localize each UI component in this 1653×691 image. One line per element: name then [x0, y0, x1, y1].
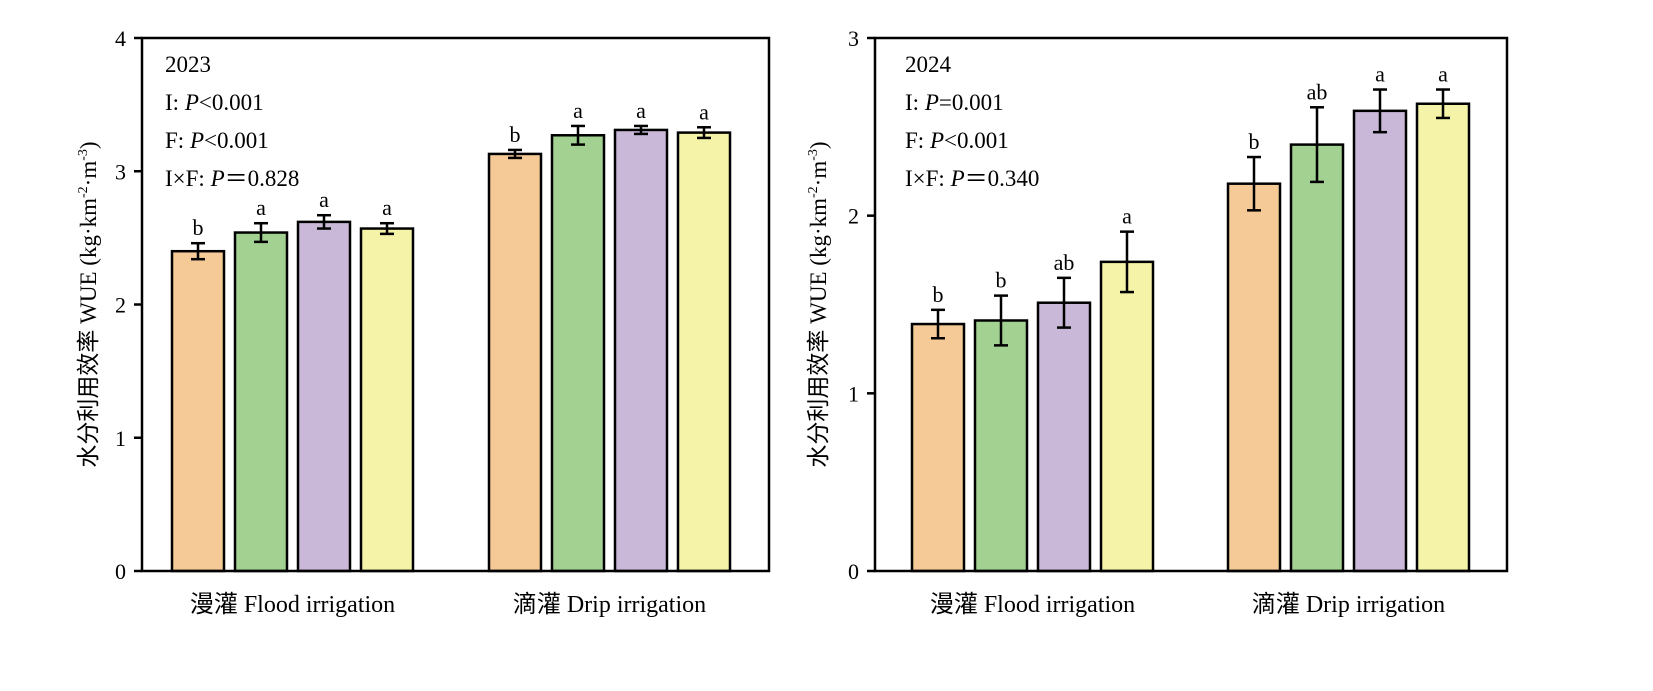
bar-2024-treatment-1-cat0	[910, 322, 966, 573]
x-category-label: 漫灌 Flood irrigation	[930, 591, 1135, 618]
bar-2024-treatment-2-cat1	[1289, 143, 1345, 573]
bar-2024-treatment-4-cat1	[1415, 102, 1471, 573]
y-tick-label: 2	[115, 293, 126, 318]
bar-2023-treatment-2-cat0	[233, 231, 289, 573]
sig-letter-2024-treatment-4-cat1: a	[1438, 62, 1448, 87]
sig-letter-2023-treatment-4-cat0: a	[382, 195, 392, 220]
sig-letter-2023-treatment-1-cat0: b	[193, 215, 204, 240]
bar-2024-treatment-3-cat1	[1352, 109, 1408, 573]
bar-2023-treatment-3-cat0	[296, 220, 352, 573]
sig-letter-2024-treatment-1-cat1: b	[1249, 129, 1260, 154]
bar-2024-treatment-3-cat0	[1036, 301, 1092, 573]
y-tick-label: 4	[115, 26, 126, 51]
y-tick-label: 2	[848, 204, 859, 229]
error-bar-2023-treatment-2-cat0	[254, 221, 268, 244]
error-bar-2024-treatment-4-cat0	[1120, 230, 1134, 294]
stat-annotation: I×F: P＝0.828	[165, 166, 299, 191]
stat-annotation: I: P=0.001	[905, 90, 1004, 115]
stat-annotation: F: P<0.001	[165, 128, 269, 153]
error-bar-2024-treatment-1-cat0	[931, 308, 945, 340]
sig-letter-2024-treatment-1-cat0: b	[933, 282, 944, 307]
error-bar-2024-treatment-2-cat1	[1310, 106, 1324, 184]
error-bar-2024-treatment-4-cat1	[1436, 88, 1450, 120]
x-category-label: 漫灌 Flood irrigation	[190, 591, 395, 618]
error-bar-2023-treatment-2-cat1	[571, 124, 585, 146]
error-bar-2023-treatment-3-cat1	[634, 124, 648, 136]
chart-panel-2024: b b b ab ab a a a 0 1 2 3 漫灌 Flood irrigation 滴灌 Drip…	[806, 26, 1509, 618]
error-bar-2024-treatment-2-cat0	[994, 294, 1008, 347]
bar-2024-treatment-1-cat1	[1226, 182, 1282, 573]
error-bar-2023-treatment-1-cat0	[191, 241, 205, 261]
bar-2023-treatment-1-cat0	[170, 249, 226, 573]
sig-letter-2023-treatment-2-cat1: a	[573, 98, 583, 123]
sig-letter-2023-treatment-4-cat1: a	[699, 99, 709, 124]
y-tick-label: 0	[115, 559, 126, 584]
sig-letter-2023-treatment-1-cat1: b	[510, 122, 521, 147]
error-bar-2024-treatment-1-cat1	[1247, 155, 1261, 212]
sig-letter-2024-treatment-2-cat1: ab	[1307, 79, 1328, 104]
error-bar-2023-treatment-4-cat0	[380, 221, 394, 236]
sig-letter-2023-treatment-3-cat0: a	[319, 187, 329, 212]
y-axis-label: 水分利用效率 WUE (kg·km-2·m-3)	[806, 141, 831, 467]
x-category-label: 滴灌 Drip irrigation	[1252, 591, 1445, 618]
bar-2023-treatment-4-cat0	[359, 227, 415, 573]
sig-letter-2024-treatment-4-cat0: a	[1122, 204, 1132, 229]
bar-2024-treatment-4-cat0	[1099, 260, 1155, 573]
y-tick-label: 3	[848, 26, 859, 51]
chart-title-year: 2024	[905, 52, 952, 77]
chart-panel-2023: b b a a a a a a 0 1 2 3 4 漫灌 Flood irrigation 滴灌 Drip …	[76, 26, 771, 618]
bar-2023-treatment-2-cat1	[550, 134, 606, 573]
bar-2023-treatment-1-cat1	[487, 152, 543, 573]
sig-letter-2024-treatment-3-cat0: ab	[1054, 250, 1075, 275]
y-tick-label: 1	[848, 381, 859, 406]
y-tick-label: 1	[115, 426, 126, 451]
sig-letter-2024-treatment-2-cat0: b	[996, 268, 1007, 293]
sig-letter-2024-treatment-3-cat1: a	[1375, 62, 1385, 87]
error-bar-2023-treatment-1-cat1	[508, 148, 522, 160]
error-bar-2023-treatment-4-cat1	[697, 126, 711, 140]
error-bar-2023-treatment-3-cat0	[317, 213, 331, 230]
error-bar-2024-treatment-3-cat0	[1057, 276, 1071, 329]
stat-annotation: I×F: P＝0.340	[905, 166, 1039, 191]
y-tick-label: 3	[115, 159, 126, 184]
sig-letter-2023-treatment-3-cat1: a	[636, 98, 646, 123]
stat-annotation: I: P<0.001	[165, 90, 264, 115]
x-category-label: 滴灌 Drip irrigation	[513, 591, 706, 618]
error-bar-2024-treatment-3-cat1	[1373, 88, 1387, 134]
bar-2023-treatment-4-cat1	[676, 131, 732, 573]
y-tick-label: 0	[848, 559, 859, 584]
chart-title-year: 2023	[165, 52, 211, 77]
sig-letter-2023-treatment-2-cat0: a	[256, 195, 266, 220]
plot-frame	[873, 36, 1509, 573]
bar-2023-treatment-3-cat1	[613, 128, 669, 573]
y-axis-label: 水分利用效率 WUE (kg·km-2·m-3)	[76, 141, 101, 467]
stat-annotation: F: P<0.001	[905, 128, 1009, 153]
bar-2024-treatment-2-cat0	[973, 319, 1029, 573]
